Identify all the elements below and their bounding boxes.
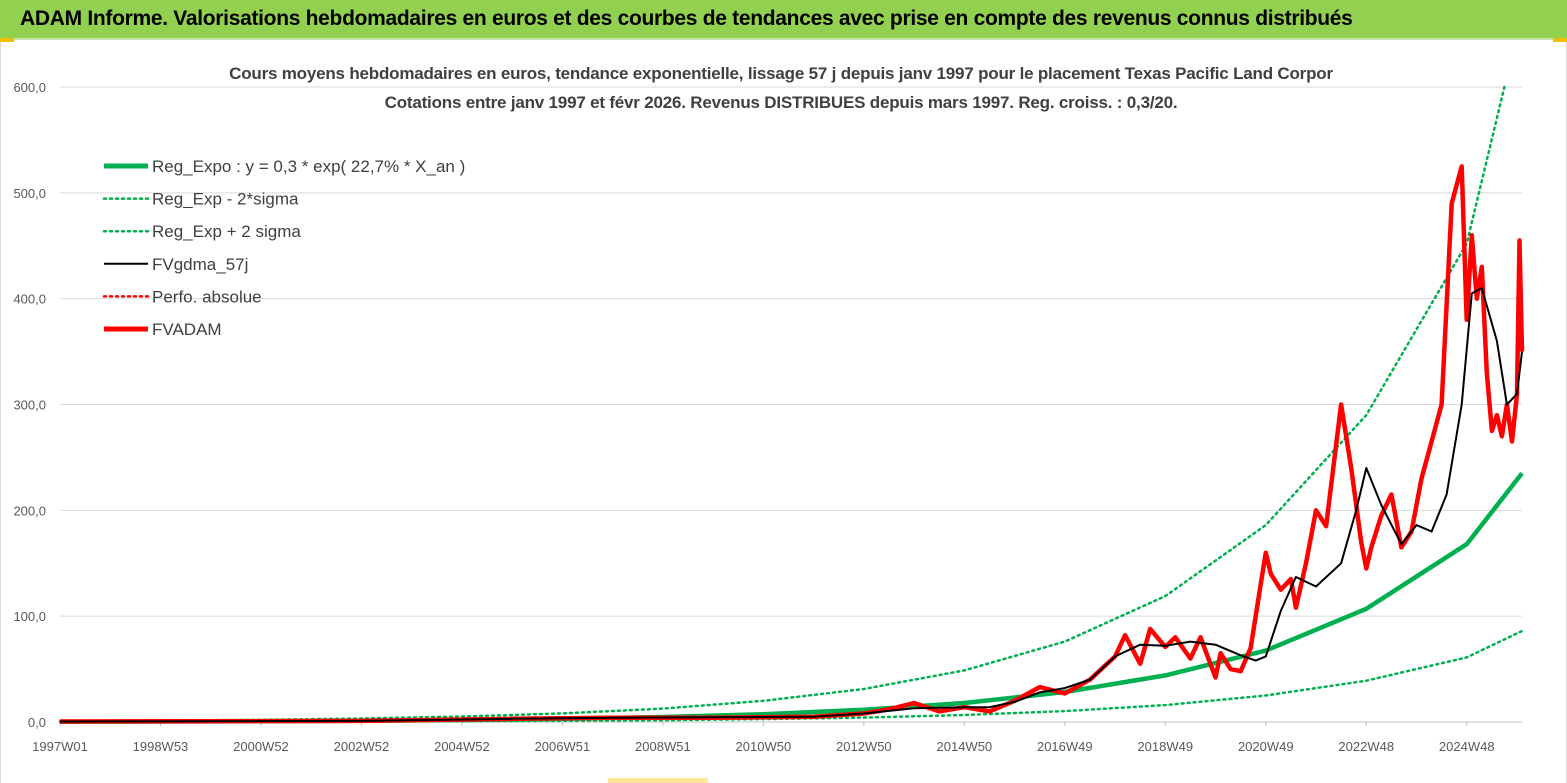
y-tick-label: 400,0 [13, 292, 46, 307]
y-tick-label: 600,0 [13, 80, 46, 95]
legend-label: Reg_Exp - 2*sigma [152, 190, 299, 209]
x-tick-label: 2004W52 [434, 739, 490, 754]
legend-label: FVgdma_57j [152, 255, 248, 274]
banner-title: ADAM Informe. Valorisations hebdomadaire… [20, 7, 1353, 30]
x-tick-label: 2008W51 [635, 739, 691, 754]
x-tick-label: 2002W52 [334, 739, 390, 754]
report-banner: ADAM Informe. Valorisations hebdomadaire… [0, 0, 1567, 40]
corner-marker-right [1553, 38, 1567, 42]
chart-subtitle: Cotations entre janv 1997 et févr 2026. … [384, 93, 1178, 112]
corner-marker-left [0, 38, 14, 42]
chart-area: Cours moyens hebdomadaires en euros, ten… [0, 42, 1567, 783]
y-tick-label: 500,0 [13, 186, 46, 201]
x-tick-label: 1997W01 [32, 739, 88, 754]
y-tick-label: 100,0 [13, 609, 46, 624]
legend-label: Reg_Expo : y = 0,3 * exp( 22,7% * X_an ) [152, 157, 465, 176]
x-tick-label: 2010W50 [736, 739, 792, 754]
x-tick-label: 2016W49 [1037, 739, 1093, 754]
chart-legend: Reg_Expo : y = 0,3 * exp( 22,7% * X_an )… [102, 157, 465, 339]
y-tick-label: 300,0 [13, 398, 46, 413]
bottom-strip [608, 778, 708, 783]
series-line-reg-exp-2-sigma [58, 629, 1524, 724]
chart-grid [60, 86, 1522, 723]
legend-label: Perfo. absolue [152, 287, 262, 306]
y-tick-label: 0,0 [28, 715, 46, 730]
x-tick-label: 2006W51 [535, 739, 591, 754]
x-tick-label: 1998W53 [133, 739, 189, 754]
series-line-fvgdma-57j [59, 287, 1523, 723]
legend-label: FVADAM [152, 320, 222, 339]
x-tick-label: 2020W49 [1238, 739, 1294, 754]
series-line-fvadam [59, 164, 1525, 724]
x-axis-ticks: 1997W01 1998W53 2000W52 2002W52 2004W52 2006W… [32, 722, 1495, 754]
x-tick-label: 2018W49 [1137, 739, 1193, 754]
x-tick-label: 2014W50 [937, 739, 993, 754]
chart-series [58, 85, 1525, 724]
x-tick-label: 2024W48 [1439, 739, 1495, 754]
y-tick-label: 200,0 [13, 503, 46, 518]
y-axis-ticks: 0,0 100,0 200,0 300,0 400,0 500,0 600,0 [13, 80, 46, 730]
legend-label: Reg_Exp + 2 sigma [152, 222, 301, 241]
x-tick-label: 2012W50 [836, 739, 892, 754]
x-tick-label: 2000W52 [233, 739, 289, 754]
x-tick-label: 2022W48 [1338, 739, 1394, 754]
chart-title: Cours moyens hebdomadaires en euros, ten… [229, 64, 1333, 83]
